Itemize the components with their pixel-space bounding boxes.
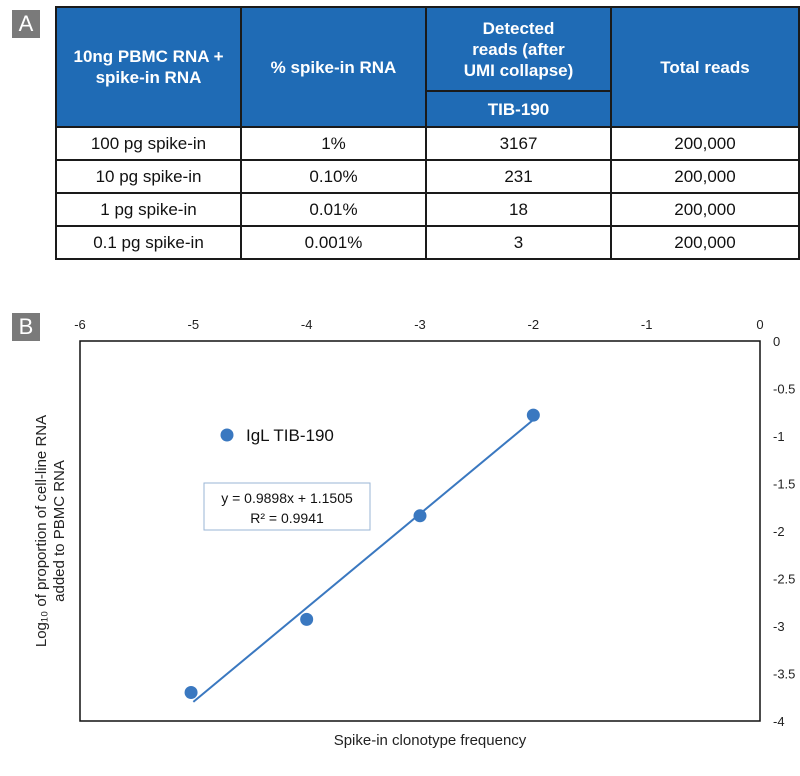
scatter-chart: -6 -5 -4 -3 -2 -1 0 0-0.5-1-1.5-2-2.5-3-3.5-4 … [33,317,795,749]
panel-label-a: A [12,10,40,38]
x-tick-labels: -6 -5 -4 -3 -2 -1 0 [74,317,763,332]
cell-total: 200,000 [610,225,800,260]
table-row: 100 pg spike-in 1% 3167 200,000 [55,126,800,161]
y-tick-label: -2.5 [773,572,795,587]
cell-detected: 231 [425,159,612,194]
header-sample: 10ng PBMC RNA + spike-in RNA [55,6,242,128]
header-tib-190: TIB-190 [425,90,612,128]
legend-marker [220,428,234,442]
x-tick-label: -3 [414,317,426,332]
data-point [413,509,427,523]
data-point [184,686,198,699]
y-axis-label-line1: Log₁₀ of proportion of cell-line RNA [33,415,50,647]
legend-label: IgL TIB-190 [246,426,334,445]
cell-sample: 1 pg spike-in [55,192,242,227]
trendline-equation: y = 0.9898x + 1.1505 [221,490,353,506]
x-tick-label: -2 [528,317,540,332]
cell-total: 200,000 [610,192,800,227]
header-percent: % spike-in RNA [240,6,427,128]
panel-label-b: B [12,313,40,341]
table-row: 1 pg spike-in 0.01% 18 200,000 [55,192,800,227]
data-points [184,408,540,699]
cell-total: 200,000 [610,126,800,161]
spike-in-table: 10ng PBMC RNA + spike-in RNA % spike-in … [55,6,800,260]
cell-total: 200,000 [610,159,800,194]
header-detected-reads: Detected reads (after UMI collapse) [425,6,612,92]
table-row: 10 pg spike-in 0.10% 231 200,000 [55,159,800,194]
cell-percent: 0.01% [240,192,427,227]
cell-detected: 3 [425,225,612,260]
x-tick-label: -1 [641,317,653,332]
plot-frame [79,340,761,722]
trendline [192,418,534,703]
y-tick-label: -3 [773,619,785,634]
header-total-reads: Total reads [610,6,800,128]
x-tick-label: 0 [756,317,763,332]
y-tick-label: -3.5 [773,667,795,682]
y-tick-label: -1 [773,429,785,444]
cell-sample: 10 pg spike-in [55,159,242,194]
cell-percent: 0.001% [240,225,427,260]
trendline-r-squared: R² = 0.9941 [250,510,324,526]
y-tick-label: -0.5 [773,382,795,397]
y-tick-label: -2 [773,524,785,539]
cell-sample: 0.1 pg spike-in [55,225,242,260]
y-tick-labels: 0 -0.5 -1 -1.5 -2 -2.5 -3 -3.5 -4 [773,334,795,729]
data-point [300,612,314,626]
y-tick-label: 0 [773,334,780,349]
y-axis-label-line2: added to PBMC RNA [51,460,68,602]
x-axis-label: Spike-in clonotype frequency [334,732,527,749]
x-tick-label: -4 [301,317,313,332]
equation-box [203,482,371,531]
cell-detected: 3167 [425,126,612,161]
y-tick-label: -4 [773,714,785,729]
cell-percent: 1% [240,126,427,161]
data-point [526,408,540,422]
cell-detected: 18 [425,192,612,227]
x-tick-label: -5 [188,317,200,332]
x-tick-label: -6 [74,317,86,332]
table-row: 0.1 pg spike-in 0.001% 3 200,000 [55,225,800,260]
cell-percent: 0.10% [240,159,427,194]
cell-sample: 100 pg spike-in [55,126,242,161]
y-tick-label: -1.5 [773,477,795,492]
